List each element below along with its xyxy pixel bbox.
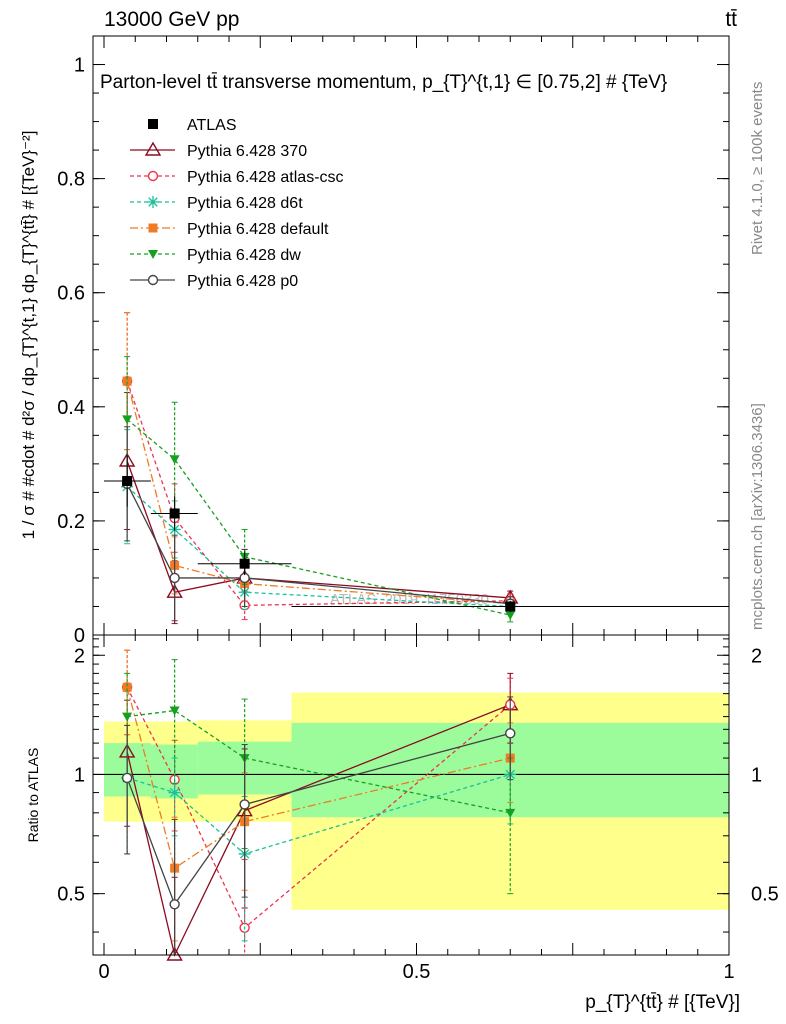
legend-label: Pythia 6.428 dw: [187, 247, 301, 264]
ratio-p0-point: [505, 728, 516, 739]
legend-label: Pythia 6.428 default: [187, 221, 329, 238]
atlas-point: [239, 558, 250, 569]
header-process: tt̄: [725, 8, 737, 31]
y-tick-label: 0: [74, 625, 85, 647]
y-tick-label: 0.4: [57, 397, 85, 419]
ratio-bands: [93, 692, 729, 910]
ratio-dw-point: [122, 712, 133, 722]
ratio-series: [118, 649, 519, 961]
atlas-point: [505, 601, 516, 612]
ratio-default-line: [126, 687, 511, 870]
legend: ATLAS Pythia 6.428 370 Pythia 6.428 atlas-…: [130, 117, 344, 290]
y-tick-label: 0.6: [57, 283, 85, 305]
ratio-default-point: [122, 682, 132, 692]
legend-marker: [147, 274, 159, 286]
series-p0-point: [169, 572, 180, 584]
series-atlascsc-line: [126, 380, 511, 606]
legend-entry: Pythia 6.428 d6t: [130, 195, 303, 212]
ratio-y-label: Ratio to ATLAS: [25, 748, 41, 843]
ratio-y-tick-label: 1: [74, 764, 85, 786]
y-axis-label: 1 / σ # #cdot # d²σ / dp_{T}^{t,1} dp_{T…: [19, 131, 38, 540]
legend-entry: Pythia 6.428 p0: [130, 273, 298, 290]
series-p0-line: [126, 483, 511, 605]
series-default-line: [126, 380, 511, 605]
y-tick-label: 0.8: [57, 169, 85, 191]
ratio-d6t-line: [126, 773, 511, 855]
series-default-point: [122, 376, 132, 386]
x-tick-label: 0.5: [403, 961, 431, 983]
ratio-dw-point: [169, 706, 180, 716]
mcplots-label: mcplots.cern.ch [arXiv:1306.3436]: [749, 403, 766, 630]
chart-title: Parton-level tt̄ transverse momentum, p_…: [100, 72, 667, 93]
y-tick-label: 1: [74, 55, 85, 77]
legend-marker: [147, 196, 159, 208]
x-tick-label: 0: [98, 961, 109, 983]
ratio-frame: [92, 634, 730, 956]
series-dw-point: [122, 415, 133, 425]
ratio-p370-line: [126, 704, 511, 957]
atlas-point: [122, 475, 133, 486]
legend-label: Pythia 6.428 370: [187, 143, 307, 160]
ratio-y-tick-label-right: 2: [751, 645, 762, 667]
legend-entry: Pythia 6.428 default: [130, 221, 329, 238]
ratio-y-tick-label: 2: [74, 645, 85, 667]
main-series: [104, 312, 729, 625]
series-d6t-line: [126, 486, 511, 608]
ratio-y-tick-label: 0.5: [57, 884, 85, 906]
ratio-y-tick-label-right: 0.5: [751, 884, 779, 906]
legend-entry: ATLAS: [148, 117, 237, 134]
legend-entry: Pythia 6.428 370: [130, 141, 307, 160]
ratio-d6t-point: [168, 786, 181, 799]
legend-label: Pythia 6.428 atlas-csc: [187, 169, 344, 186]
ratio-p0-line: [126, 732, 511, 906]
ratio-p370-point: [166, 946, 183, 961]
y-tick-label: 0.2: [57, 511, 85, 533]
legend-entry: Pythia 6.428 atlas-csc: [130, 169, 344, 186]
rivet-version-label: Rivet 4.1.0, ≥ 100k events: [749, 82, 766, 255]
ratio-p0-point: [239, 799, 250, 810]
legend-marker: [148, 119, 158, 129]
ratio-p0-point: [121, 772, 133, 784]
header-energy: 13000 GeV pp: [104, 8, 239, 31]
series-p370-line: [126, 460, 511, 599]
series-dw-line: [126, 418, 511, 616]
legend-marker: [148, 250, 158, 259]
legend-marker: [144, 141, 162, 156]
series-dw-point: [505, 611, 516, 621]
legend-marker: [147, 170, 159, 182]
series-dw-point: [169, 455, 180, 465]
legend-label: ATLAS: [187, 117, 237, 134]
legend-entry: Pythia 6.428 dw: [130, 247, 301, 264]
ratio-axes: 0.5 0.5 1 1 2 2 0 0.5 1: [57, 635, 779, 983]
ratio-panel: 0.5 0.5 1 1 2 2 0 0.5 1 Ratio to ATLAS p_{T}^{tt…: [25, 634, 779, 1013]
ratio-p0-point: [169, 899, 180, 910]
ratio-dw-point: [505, 808, 516, 818]
ratio-y-tick-label-right: 1: [751, 764, 762, 786]
x-tick-label: 1: [723, 961, 734, 983]
legend-label: Pythia 6.428 d6t: [187, 195, 303, 212]
ratio-dw-line: [127, 709, 511, 814]
atlas-point: [169, 508, 180, 519]
main-panel: ATLAS_2019_I1750330 00.20.40.60.81 Parto…: [19, 35, 730, 647]
x-axis-label: p_{T}^{tt̄} # [{TeV}]: [585, 992, 740, 1013]
legend-marker: [148, 223, 158, 233]
legend-label: Pythia 6.428 p0: [187, 273, 298, 290]
